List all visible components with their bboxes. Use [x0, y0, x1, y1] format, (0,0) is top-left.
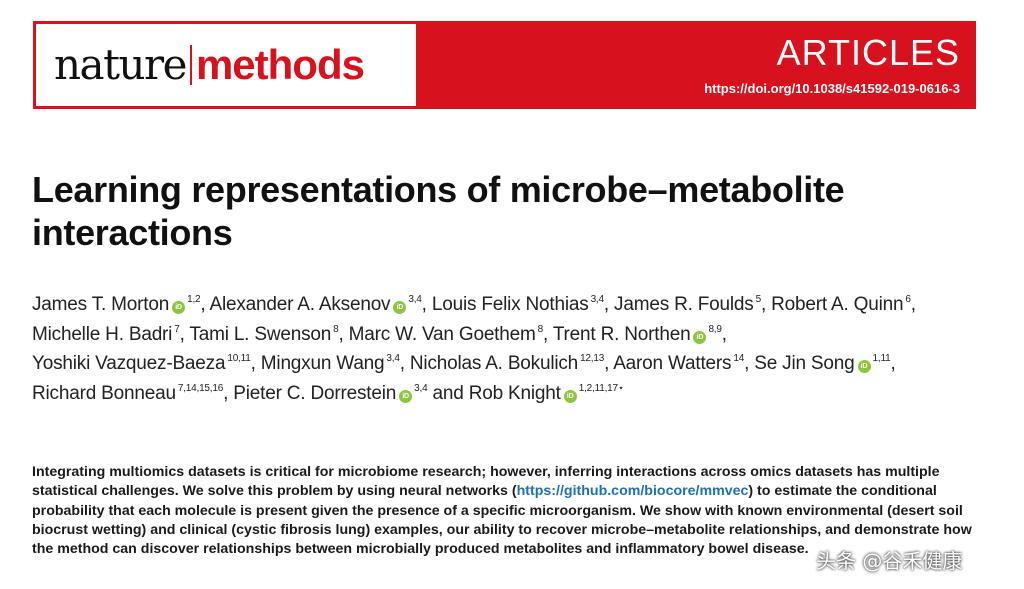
author[interactable]: Pieter C. Dorrestein iD3,4 — [233, 383, 427, 404]
author-separator: , — [910, 294, 916, 315]
author-separator: , — [543, 323, 553, 345]
journal-logo-box: nature methods — [36, 24, 416, 106]
affiliation-superscript: 1,11 — [872, 353, 891, 364]
orcid-icon[interactable]: iD — [399, 389, 413, 403]
author[interactable]: Nicholas A. Bokulich 12,13 — [410, 353, 604, 374]
author-separator: , — [721, 323, 727, 345]
affiliation-superscript: 3,4 — [590, 294, 605, 305]
author-name: Aaron Watters — [613, 353, 732, 374]
affiliation-superscript: 3,4 — [414, 382, 428, 394]
affiliation-superscript: 3,4 — [408, 294, 422, 305]
affiliation-superscript: 5 — [755, 294, 762, 305]
abstract-text-2: ) to estimate the conditional probabilit… — [32, 483, 972, 558]
author-separator: , — [760, 294, 772, 315]
logo-methods: methods — [195, 41, 365, 88]
author-separator: , — [604, 353, 614, 374]
affiliation-superscript: 1,2,11,17⋆ — [578, 382, 624, 394]
author[interactable]: Louis Felix Nothias 3,4 — [432, 294, 604, 315]
affiliation-superscript: 12,13 — [580, 353, 605, 364]
orcid-icon[interactable]: iD — [857, 360, 871, 373]
author[interactable]: James T. Morton iD1,2 — [32, 294, 201, 315]
author-name: Nicholas A. Bokulich — [409, 353, 579, 374]
orcid-icon[interactable]: iD — [172, 301, 186, 314]
author[interactable]: Alexander A. Aksenov iD3,4 — [210, 294, 422, 315]
author-separator: , — [223, 382, 234, 404]
author-name: Pieter C. Dorrestein — [233, 382, 397, 404]
author-name: James T. Morton — [32, 294, 170, 315]
author-name: Yoshiki Vazquez-Baeza — [32, 353, 226, 374]
author-separator: , — [744, 353, 755, 374]
author[interactable]: Se Jin Song iD1,11 — [754, 353, 890, 374]
author[interactable]: Mingxun Wang 3,4 — [261, 353, 400, 374]
author[interactable]: Yoshiki Vazquez-Baeza 10,11 — [32, 353, 251, 374]
affiliation-superscript: 1,2 — [187, 294, 201, 305]
author[interactable]: Tami L. Swenson 8 — [189, 324, 338, 345]
abstract-text-1: Integrating multiomics datasets is criti… — [32, 464, 940, 500]
section-label: ARTICLES — [776, 32, 960, 73]
author-separator: , — [603, 294, 615, 315]
affiliation-superscript: 8 — [333, 323, 339, 335]
affiliation-superscript: 8 — [537, 323, 544, 335]
author-name: Rob Knight — [468, 382, 561, 404]
orcid-icon[interactable]: iD — [393, 301, 407, 314]
author-name: Se Jin Song — [754, 353, 855, 374]
author-name: Mingxun Wang — [260, 353, 385, 374]
journal-logo[interactable]: nature methods — [54, 40, 365, 89]
watermark: 头条 @谷禾健康 — [816, 549, 963, 573]
doi-link[interactable]: https://doi.org/10.1038/s41592-019-0616-… — [704, 81, 960, 96]
logo-divider — [189, 45, 192, 85]
author-separator: , — [338, 323, 349, 345]
author[interactable]: Trent R. Northen iD8,9 — [553, 324, 722, 345]
author-name: Trent R. Northen — [552, 323, 691, 345]
code-link[interactable]: https://github.com/biocore/mmvec — [516, 483, 749, 500]
author[interactable]: Aaron Watters 14 — [613, 353, 744, 374]
affiliation-superscript: 3,4 — [386, 353, 400, 364]
author-separator: , — [399, 353, 410, 374]
affiliation-superscript: 10,11 — [227, 353, 251, 364]
author-name: Tami L. Swenson — [189, 323, 332, 345]
author[interactable]: Robert A. Quinn 6 — [771, 294, 911, 315]
journal-banner: nature methods ARTICLES https://doi.org/1… — [33, 21, 976, 109]
article-title: Learning representations of microbe–meta… — [32, 169, 845, 253]
author[interactable]: James R. Foulds 5 — [614, 294, 761, 315]
author-name: Michelle H. Badri — [32, 323, 173, 345]
author[interactable]: Michelle H. Badri 7 — [32, 324, 180, 345]
orcid-icon[interactable]: iD — [693, 330, 707, 344]
orcid-icon[interactable]: iD — [563, 389, 577, 403]
author-name: James R. Foulds — [614, 294, 754, 315]
author[interactable]: Marc W. Van Goethem 8 — [348, 323, 544, 345]
affiliation-superscript: 8,9 — [708, 323, 722, 335]
affiliation-superscript: 7,14,15,16 — [177, 382, 224, 394]
abstract: Integrating multiomics datasets is criti… — [32, 463, 980, 559]
author-separator: , — [890, 353, 896, 374]
affiliation-superscript: 6 — [905, 294, 911, 305]
author-name: Richard Bonneau — [32, 382, 176, 404]
author-separator: , — [250, 353, 261, 374]
affiliation-superscript: 14 — [733, 353, 745, 364]
author-name: Louis Felix Nothias — [431, 294, 589, 315]
author-name: Alexander A. Aksenov — [209, 294, 391, 315]
author-separator: , — [200, 294, 210, 315]
author-separator: , — [179, 323, 190, 345]
author-name: Marc W. Van Goethem — [348, 323, 536, 345]
author[interactable]: Richard Bonneau 7,14,15,16 — [32, 383, 223, 404]
author-separator: , — [421, 294, 432, 315]
logo-nature: nature — [54, 40, 187, 89]
affiliation-superscript: 7 — [174, 323, 180, 335]
author-name: Robert A. Quinn — [771, 294, 904, 315]
author-list: James T. Morton iD1,2, Alexander A. Aksen… — [32, 290, 932, 408]
author[interactable]: Rob Knight iD1,2,11,17⋆ — [469, 383, 624, 404]
author-separator: and — [427, 382, 469, 404]
